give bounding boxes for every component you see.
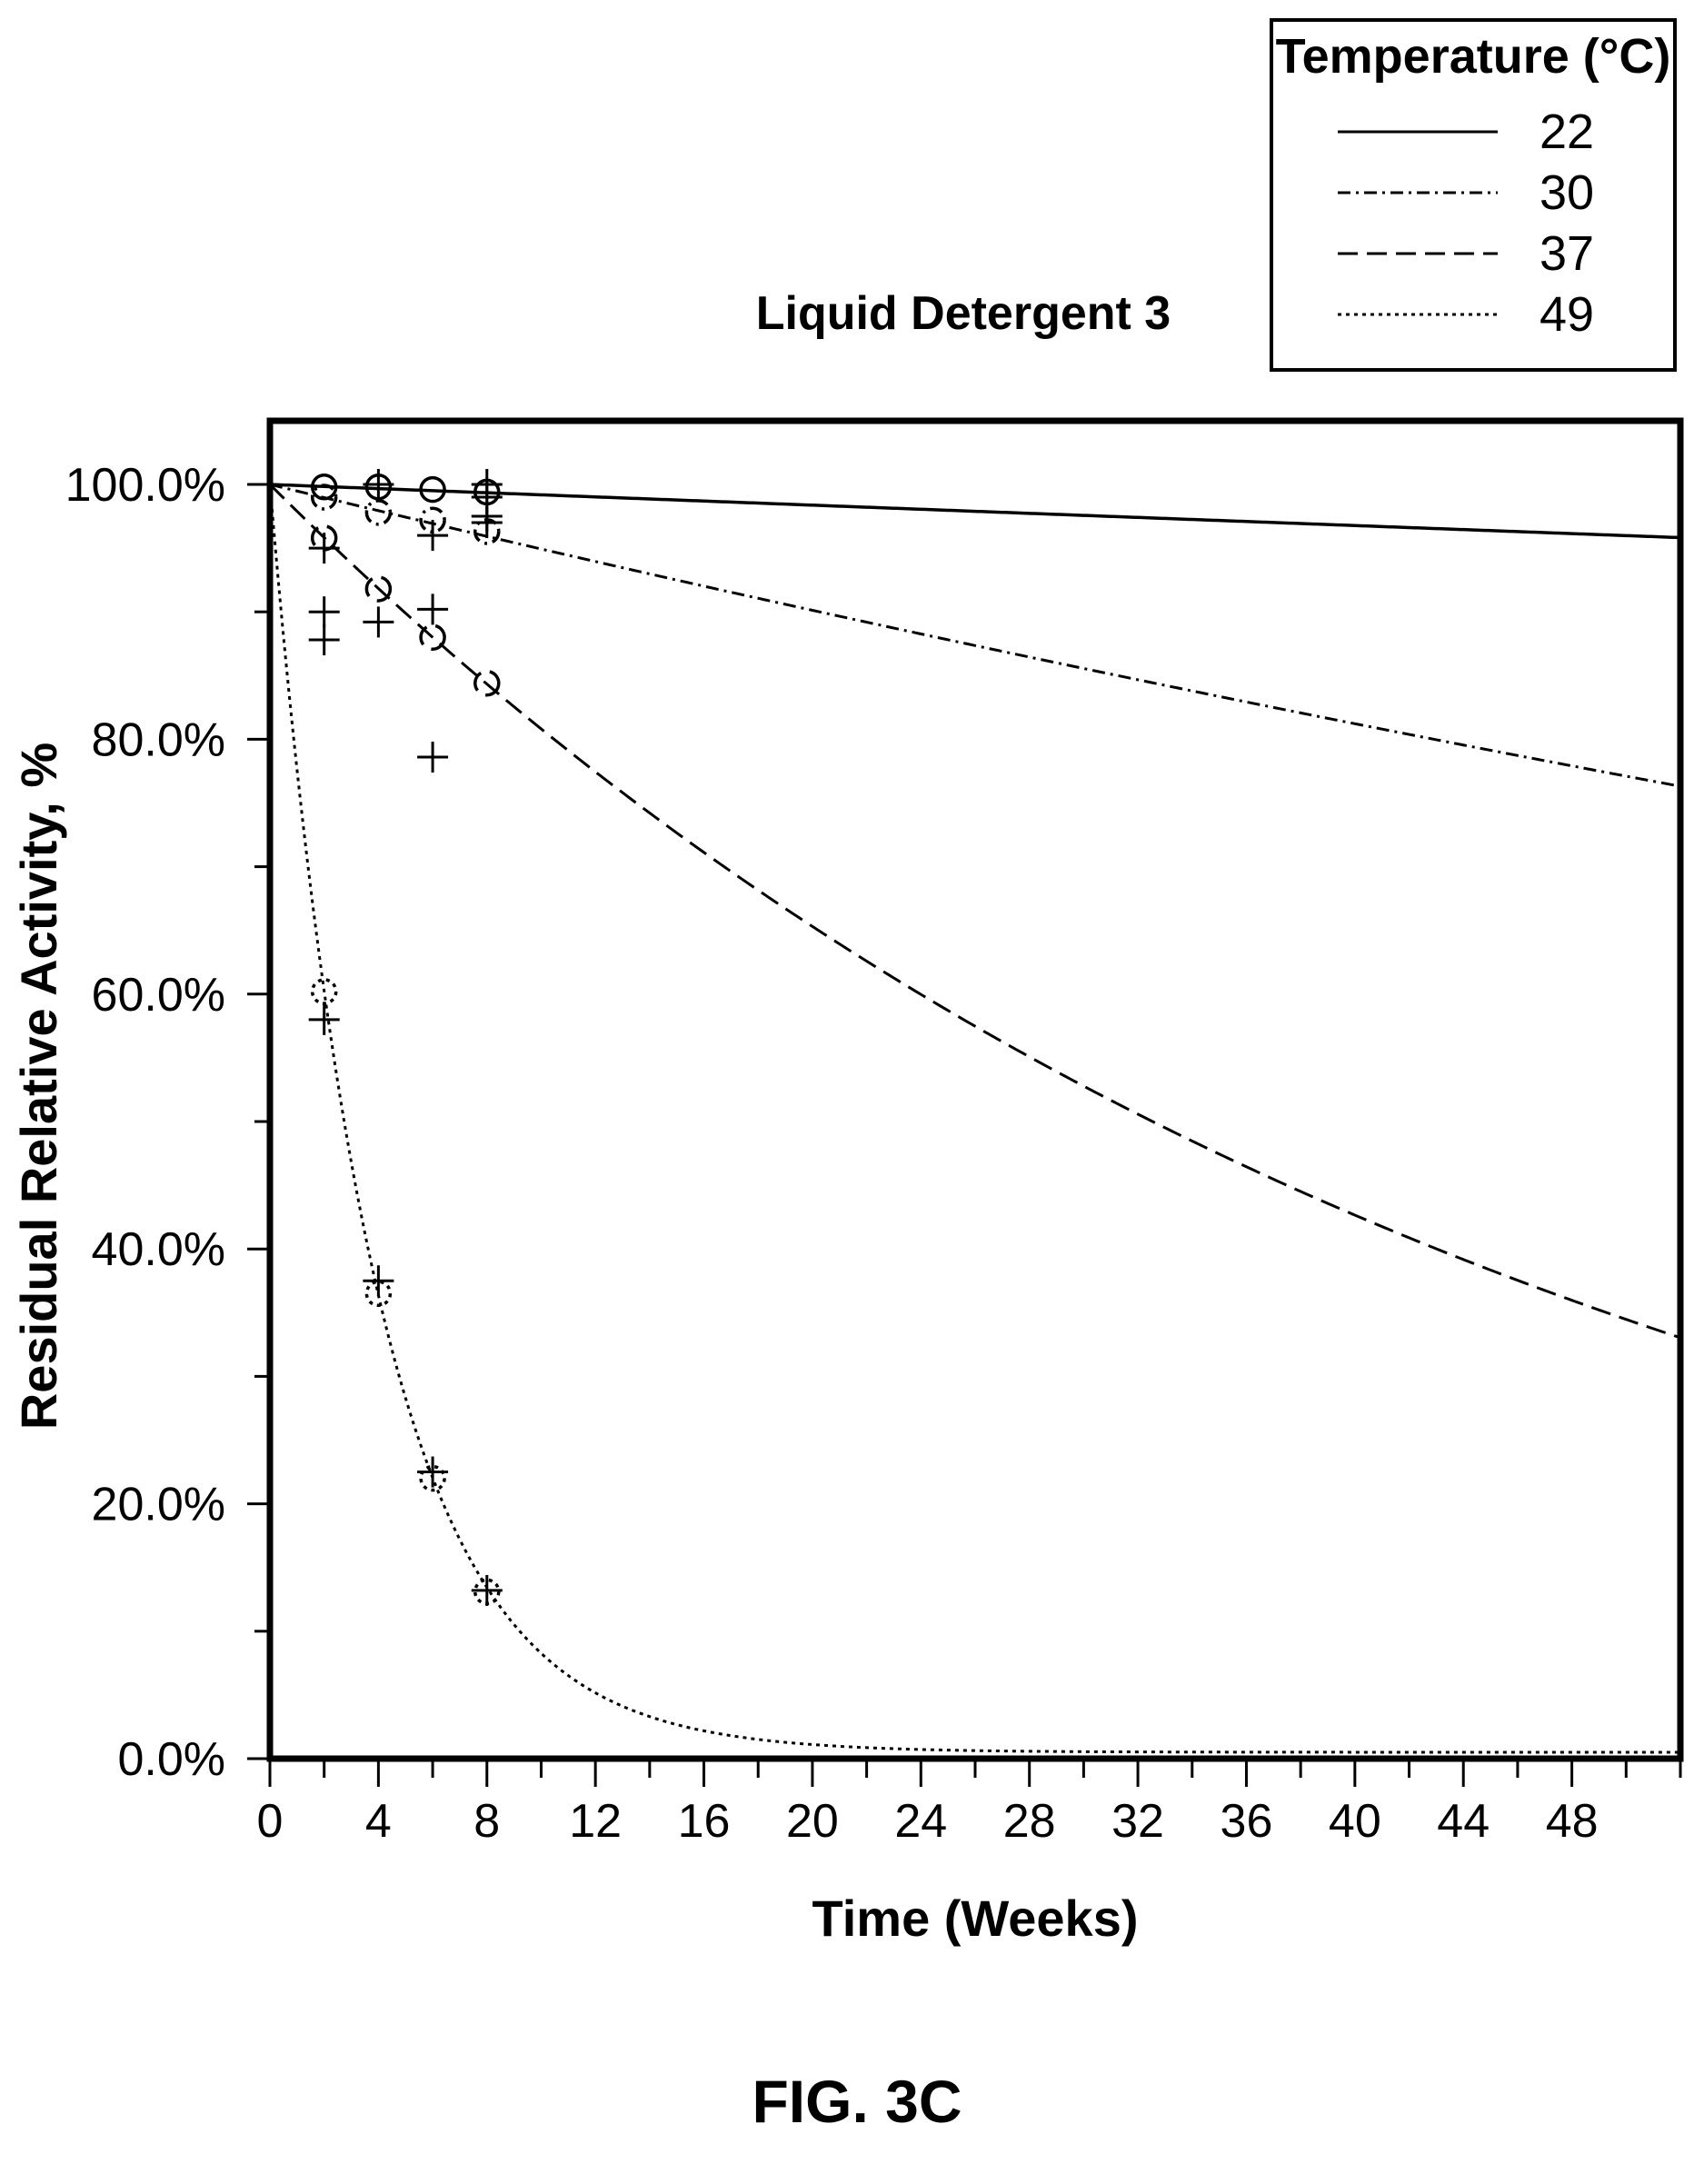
data-point-plus-37 bbox=[417, 742, 449, 773]
fit-line-30 bbox=[269, 483, 1681, 788]
y-tick-label: 40.0% bbox=[92, 1223, 225, 1276]
data-point-plus-37 bbox=[308, 533, 340, 564]
y-tick-label: 20.0% bbox=[92, 1479, 225, 1531]
data-point-circle-49 bbox=[364, 1280, 393, 1308]
x-tick-label: 32 bbox=[1111, 1795, 1164, 1848]
x-axis: 0 4 8 12 16 20 24 28 32 36 40 44 48 bbox=[257, 1761, 1682, 1848]
plot-frame bbox=[266, 417, 1684, 1762]
legend-box bbox=[1270, 18, 1677, 372]
legend: Temperature (°C) 22 30 37 49 bbox=[1270, 18, 1677, 372]
y-axis-label: Residual Relative Activity, % bbox=[10, 743, 67, 1430]
fit-line-37 bbox=[268, 483, 1681, 1340]
data-point-circle-22 bbox=[419, 475, 446, 504]
x-tick-label: 16 bbox=[678, 1795, 731, 1848]
data-point-circle-37 bbox=[419, 623, 446, 651]
y-tick-label: 80.0% bbox=[92, 713, 225, 766]
fit-line-22 bbox=[269, 483, 1681, 540]
data-point-plus-49 bbox=[308, 1003, 340, 1035]
data-point-circle-30 bbox=[364, 499, 393, 526]
series-layer bbox=[268, 469, 1681, 1754]
x-tick-label: 4 bbox=[365, 1795, 392, 1848]
data-point-plus-49 bbox=[417, 1456, 449, 1488]
y-axis: 0.0% 20.0% 40.0% 60.0% 80.0% 100.0% bbox=[65, 459, 267, 1786]
data-point-plus-49 bbox=[363, 1265, 394, 1297]
legend-label-22: 22 bbox=[1540, 105, 1594, 159]
legend-entries: 22 30 37 49 bbox=[1338, 105, 1594, 342]
x-tick-label: 44 bbox=[1437, 1795, 1490, 1848]
x-tick-label: 0 bbox=[257, 1795, 284, 1848]
x-axis-label: Time (Weeks) bbox=[812, 1890, 1139, 1947]
data-point-plus-30 bbox=[417, 520, 449, 552]
data-point-plus-37 bbox=[308, 624, 340, 656]
y-tick-label: 0.0% bbox=[117, 1733, 225, 1786]
data-point-plus-37 bbox=[308, 596, 340, 628]
data-point-plus-22 bbox=[363, 469, 394, 500]
chart-title: Liquid Detergent 3 bbox=[756, 287, 1171, 340]
data-point-circle-49 bbox=[310, 978, 338, 1005]
x-tick-label: 40 bbox=[1329, 1795, 1381, 1848]
x-tick-label: 20 bbox=[786, 1795, 839, 1848]
x-tick-label: 36 bbox=[1221, 1795, 1273, 1848]
data-point-circle-49 bbox=[419, 1464, 446, 1492]
data-point-plus-30 bbox=[471, 507, 503, 539]
legend-label-37: 37 bbox=[1540, 226, 1594, 281]
x-tick-label: 48 bbox=[1546, 1795, 1599, 1848]
data-point-plus-49 bbox=[471, 1574, 503, 1606]
y-tick-label: 60.0% bbox=[92, 969, 225, 1022]
data-point-plus-37 bbox=[417, 593, 449, 625]
x-tick-label: 28 bbox=[1003, 1795, 1056, 1848]
x-tick-label: 24 bbox=[894, 1795, 947, 1848]
data-point-circle-30 bbox=[310, 484, 338, 511]
fit-line-49 bbox=[268, 484, 1680, 1754]
data-point-circle-37 bbox=[473, 669, 501, 697]
legend-title: Temperature (°C) bbox=[1276, 29, 1671, 84]
y-tick-label: 100.0% bbox=[65, 459, 225, 512]
data-point-circle-37 bbox=[364, 575, 393, 603]
legend-label-30: 30 bbox=[1540, 165, 1594, 220]
data-point-plus-37 bbox=[363, 606, 394, 638]
x-tick-label: 8 bbox=[473, 1795, 500, 1848]
legend-label-49: 49 bbox=[1540, 287, 1594, 342]
figure-label: FIG. 3C bbox=[752, 2068, 962, 2135]
x-tick-label: 12 bbox=[569, 1795, 622, 1848]
